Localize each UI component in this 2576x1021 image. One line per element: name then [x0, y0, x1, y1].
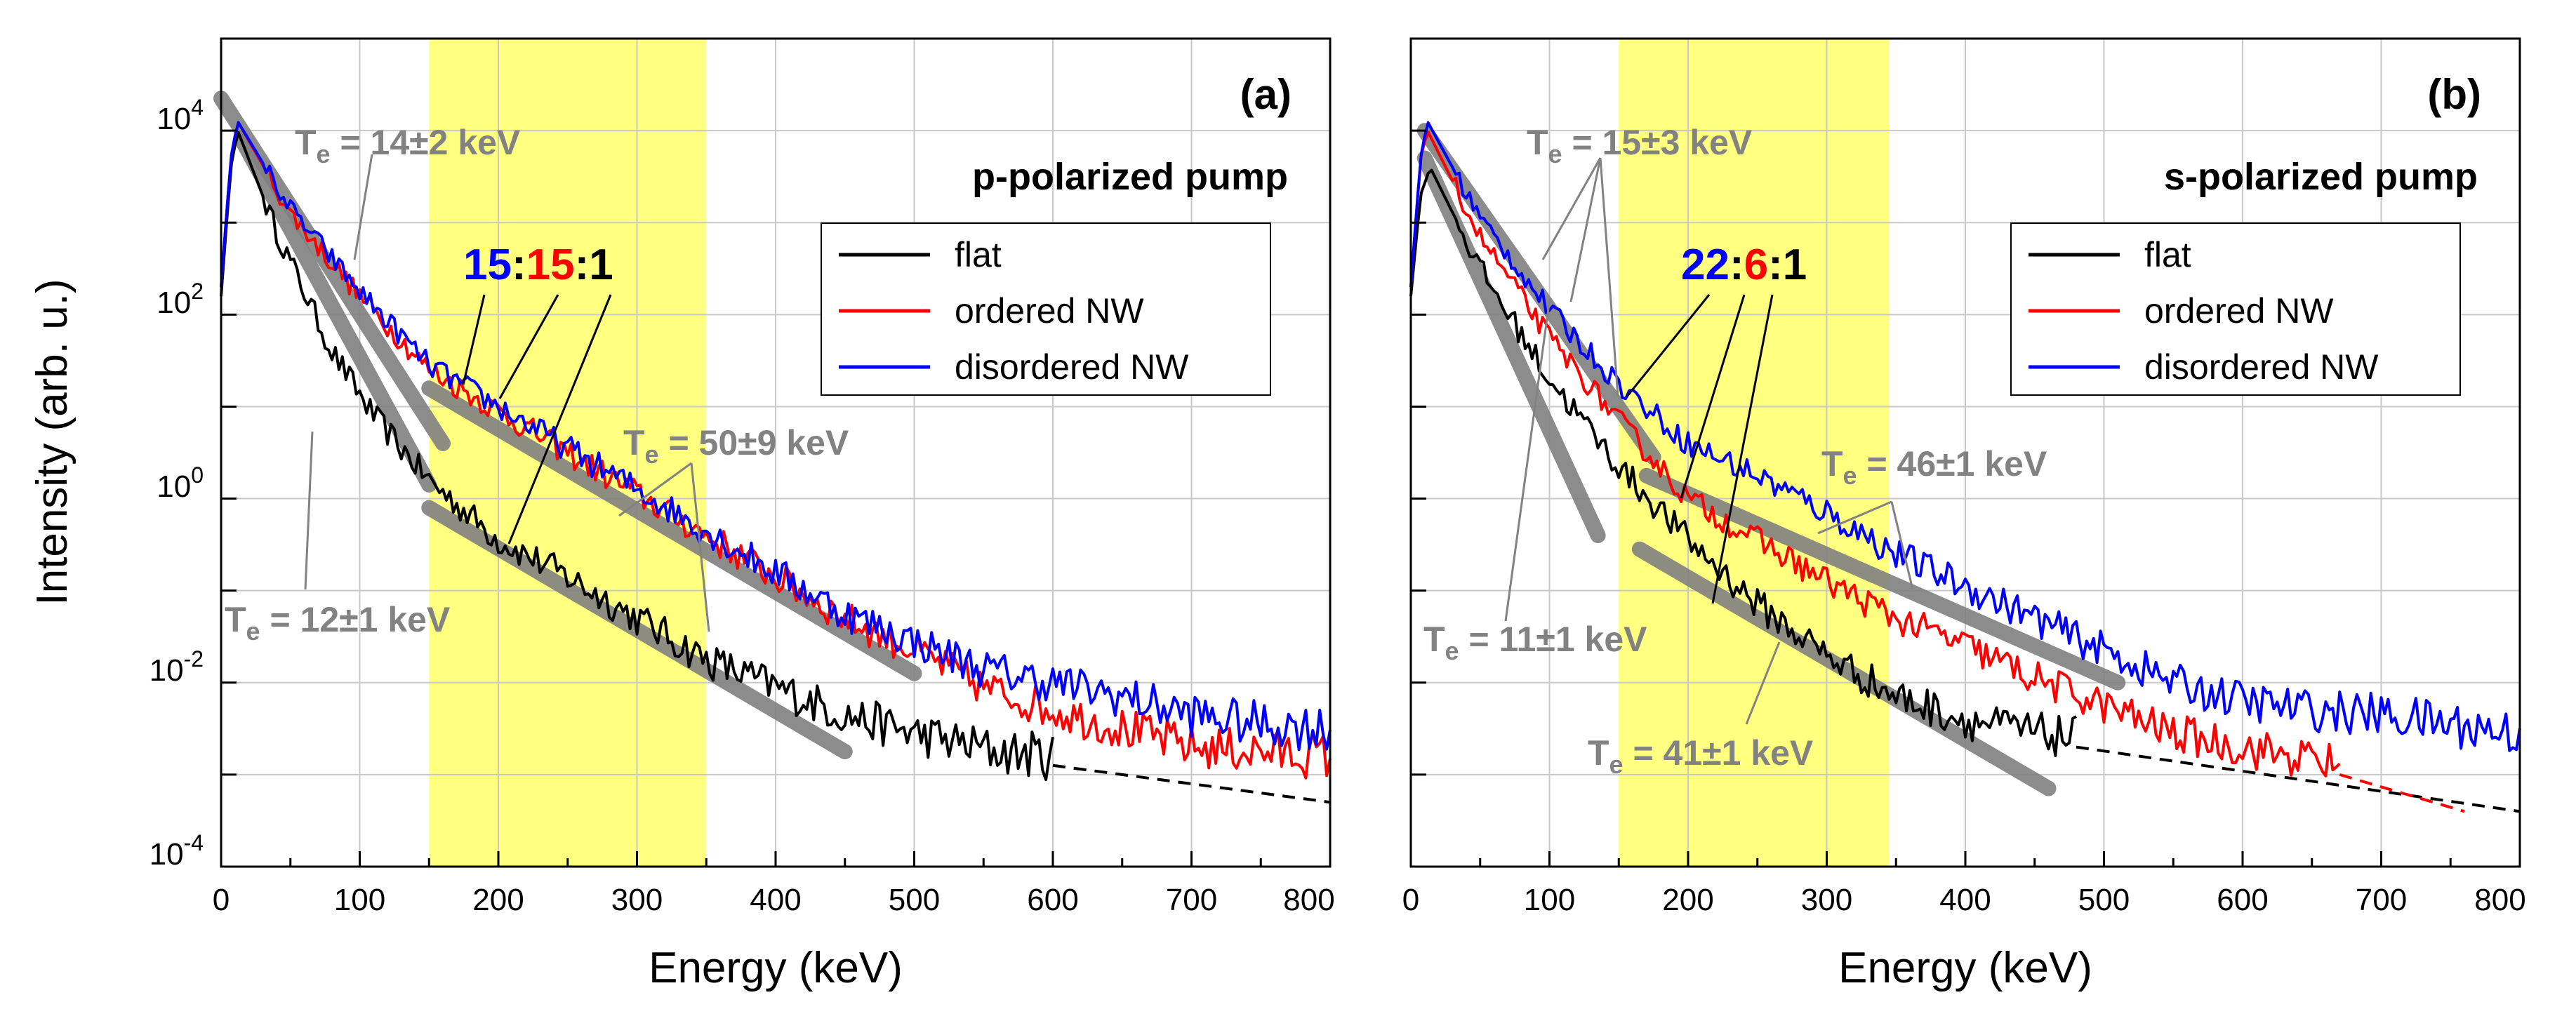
- x-tick-label: 300: [1801, 883, 1852, 917]
- series-line-flat: [1409, 168, 2077, 757]
- x-tick-label: 0: [1402, 883, 1419, 917]
- y-tick-label: 104: [157, 95, 204, 136]
- fit-line: [1416, 123, 1661, 465]
- series-line-disordered-nw: [1409, 121, 2521, 752]
- fit-line: [234, 132, 437, 493]
- panel-b-fit-lines: [1416, 123, 2126, 796]
- legend-label-disordered: disordered NW: [955, 347, 1189, 387]
- fit-label-15keV: Te = 15±3 keV: [1527, 123, 1753, 168]
- series-line-disordered-nw: [220, 121, 1332, 752]
- x-tick-label: 200: [472, 883, 524, 917]
- legend-label-flat: flat: [2144, 235, 2191, 274]
- legend: flat ordered NW disordered NW: [2010, 222, 2461, 396]
- panel-b-frame: [1409, 37, 2521, 868]
- x-tick-label: 500: [889, 883, 940, 917]
- panel-b: 0 100 200 300 400 500 600 700 800 Energy…: [1402, 37, 2526, 992]
- fit-label-14keV: Te = 14±2 keV: [295, 123, 521, 168]
- panel-label: (b): [2427, 71, 2481, 118]
- panel-b-band: [1619, 39, 1890, 867]
- x-tick-label: 500: [2078, 883, 2130, 917]
- fit-line: [1416, 150, 1606, 543]
- legend-label-flat: flat: [955, 235, 1002, 274]
- x-tick-label: 800: [1283, 883, 1334, 917]
- x-tick-label: 300: [611, 883, 663, 917]
- panel-a-series: [220, 121, 1332, 804]
- series-extrapolation: [1052, 763, 1331, 804]
- series-extrapolation: [2076, 745, 2521, 813]
- panel-label: (a): [1240, 71, 1292, 118]
- x-axis-title: Energy (keV): [1838, 944, 2092, 992]
- fit-label-12keV: Te = 12±1 keV: [225, 600, 451, 646]
- ratio-pointers: [462, 294, 612, 545]
- x-axis-title: Energy (keV): [649, 944, 903, 992]
- y-tick-label: 10-4: [150, 830, 204, 872]
- legend-label-disordered: disordered NW: [2144, 347, 2379, 387]
- fit-line: [421, 380, 922, 681]
- fit-line: [1638, 467, 2126, 690]
- intensity-ratio: 22:6:1: [1681, 241, 1807, 289]
- panel-title: s-polarized pump: [2164, 156, 2478, 198]
- fit-pointers: [304, 154, 710, 632]
- panel-a: 10-4 10-2 100 102 104 0 100 200 300 400 …: [150, 37, 1335, 992]
- panel-b-series: [1409, 121, 2521, 813]
- x-tick-label: 100: [334, 883, 385, 917]
- legend: flat ordered NW disordered NW: [821, 222, 1271, 396]
- fit-label-11keV: Te = 11±1 keV: [1423, 620, 1647, 665]
- y-tick-label: 10-2: [150, 646, 204, 688]
- x-tick-label: 600: [1027, 883, 1078, 917]
- fit-line: [1631, 541, 2057, 796]
- panel-a-frame: [220, 37, 1332, 868]
- x-tick-label: 600: [2217, 883, 2268, 917]
- x-tick-label: 400: [750, 883, 801, 917]
- series-extrapolation: [2339, 773, 2465, 813]
- y-tick-label: 100: [157, 462, 204, 504]
- x-tick-label: 200: [1662, 883, 1713, 917]
- x-tick-label: 700: [2356, 883, 2407, 917]
- y-tick-label: 102: [157, 279, 204, 320]
- x-tick-label: 800: [2474, 883, 2525, 917]
- x-tick-label: 700: [1166, 883, 1217, 917]
- x-tick-label: 100: [1524, 883, 1575, 917]
- ratio-pointers: [1626, 294, 1774, 604]
- x-tick-label: 400: [1939, 883, 1991, 917]
- fit-label-41keV: Te = 41±1 keV: [1588, 733, 1814, 779]
- fit-pointers: [1504, 157, 1914, 725]
- legend-label-ordered: ordered NW: [2144, 291, 2334, 331]
- x-tick-label: 0: [213, 883, 230, 917]
- intensity-ratio: 15:15:1: [463, 241, 613, 289]
- y-axis-title: Intensity (arb. u.): [28, 279, 77, 605]
- series-line-flat: [220, 131, 1054, 782]
- series-line-ordered-nw: [1409, 131, 2341, 778]
- fit-label-50keV: Te = 50±9 keV: [623, 423, 849, 469]
- fit-label-46keV: Te = 46±1 keV: [1821, 444, 2047, 490]
- series-line-ordered-nw: [220, 121, 1332, 780]
- panel-title: p-polarized pump: [972, 156, 1288, 198]
- legend-label-ordered: ordered NW: [955, 291, 1144, 331]
